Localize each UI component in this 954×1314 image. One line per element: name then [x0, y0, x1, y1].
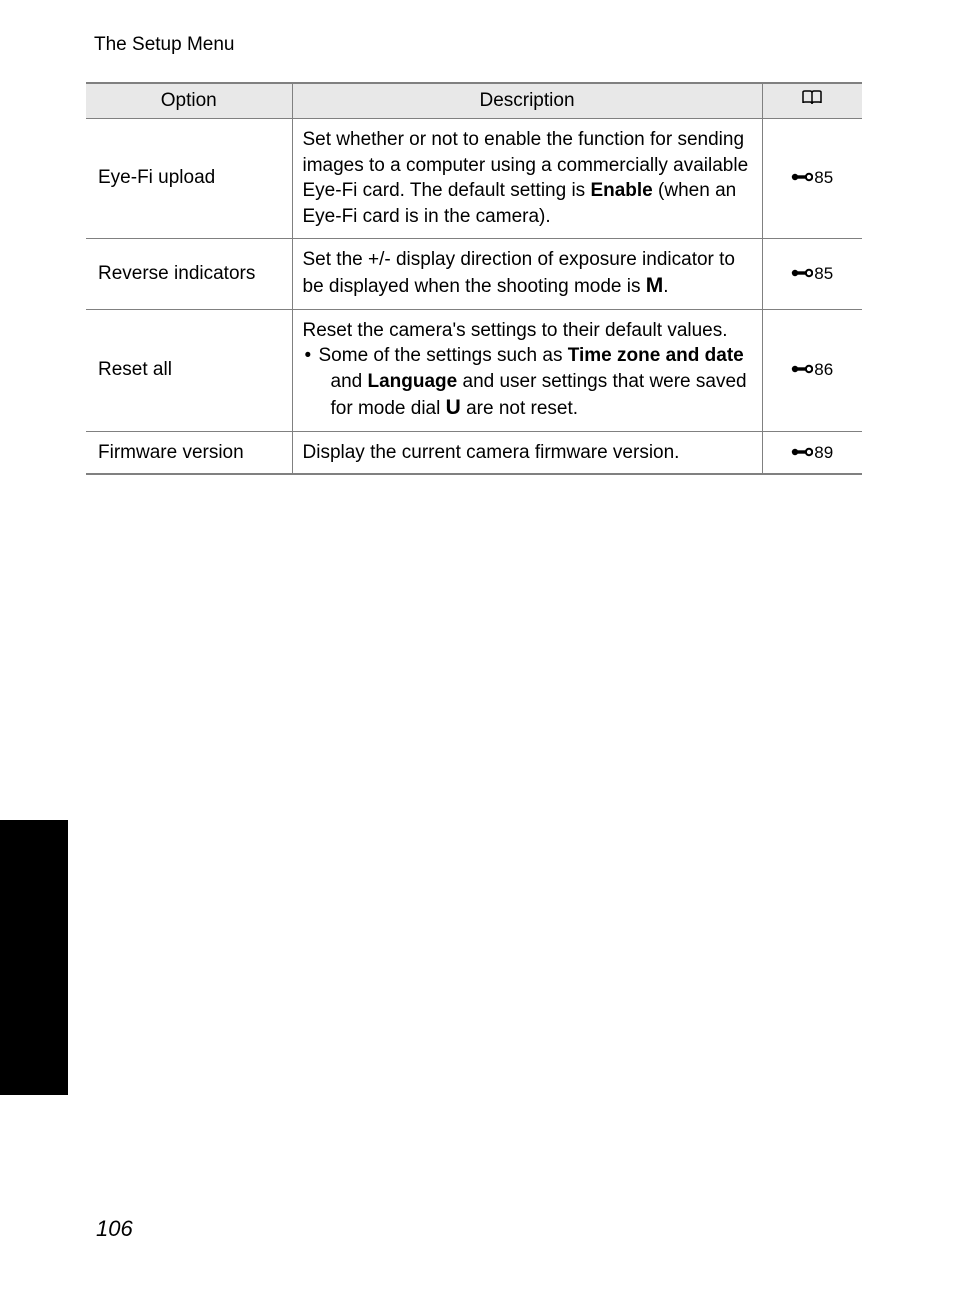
reference-icon: [791, 167, 813, 189]
table-row: Firmware version Display the current cam…: [86, 431, 862, 474]
page-title: The Setup Menu: [94, 34, 234, 56]
option-cell: Reset all: [86, 309, 292, 431]
option-cell: Eye-Fi upload: [86, 119, 292, 239]
description-cell: Display the current camera firmware vers…: [292, 431, 762, 474]
side-section-label: General Camera Setup: [43, 898, 61, 1063]
reference-cell: 85: [762, 119, 862, 239]
reference-cell: 85: [762, 238, 862, 309]
reference-cell: 86: [762, 309, 862, 431]
book-icon: [801, 90, 823, 112]
reference-cell: 89: [762, 431, 862, 474]
reference-icon: [791, 359, 813, 381]
table-row: Eye-Fi upload Set whether or not to enab…: [86, 119, 862, 239]
column-header-reference: [762, 83, 862, 119]
reference-icon: [791, 442, 813, 464]
description-cell: Set the +/- display direction of exposur…: [292, 238, 762, 309]
table-row: Reverse indicators Set the +/- display d…: [86, 238, 862, 309]
option-cell: Firmware version: [86, 431, 292, 474]
setup-menu-table: Option Description Eye-Fi upload Set whe…: [86, 82, 862, 475]
option-cell: Reverse indicators: [86, 238, 292, 309]
column-header-option: Option: [86, 83, 292, 119]
reference-icon: [791, 263, 813, 285]
page-number: 106: [96, 1216, 133, 1242]
table-header-row: Option Description: [86, 83, 862, 119]
column-header-description: Description: [292, 83, 762, 119]
table-row: Reset all Reset the camera's settings to…: [86, 309, 862, 431]
description-cell: Set whether or not to enable the functio…: [292, 119, 762, 239]
description-cell: Reset the camera's settings to their def…: [292, 309, 762, 431]
